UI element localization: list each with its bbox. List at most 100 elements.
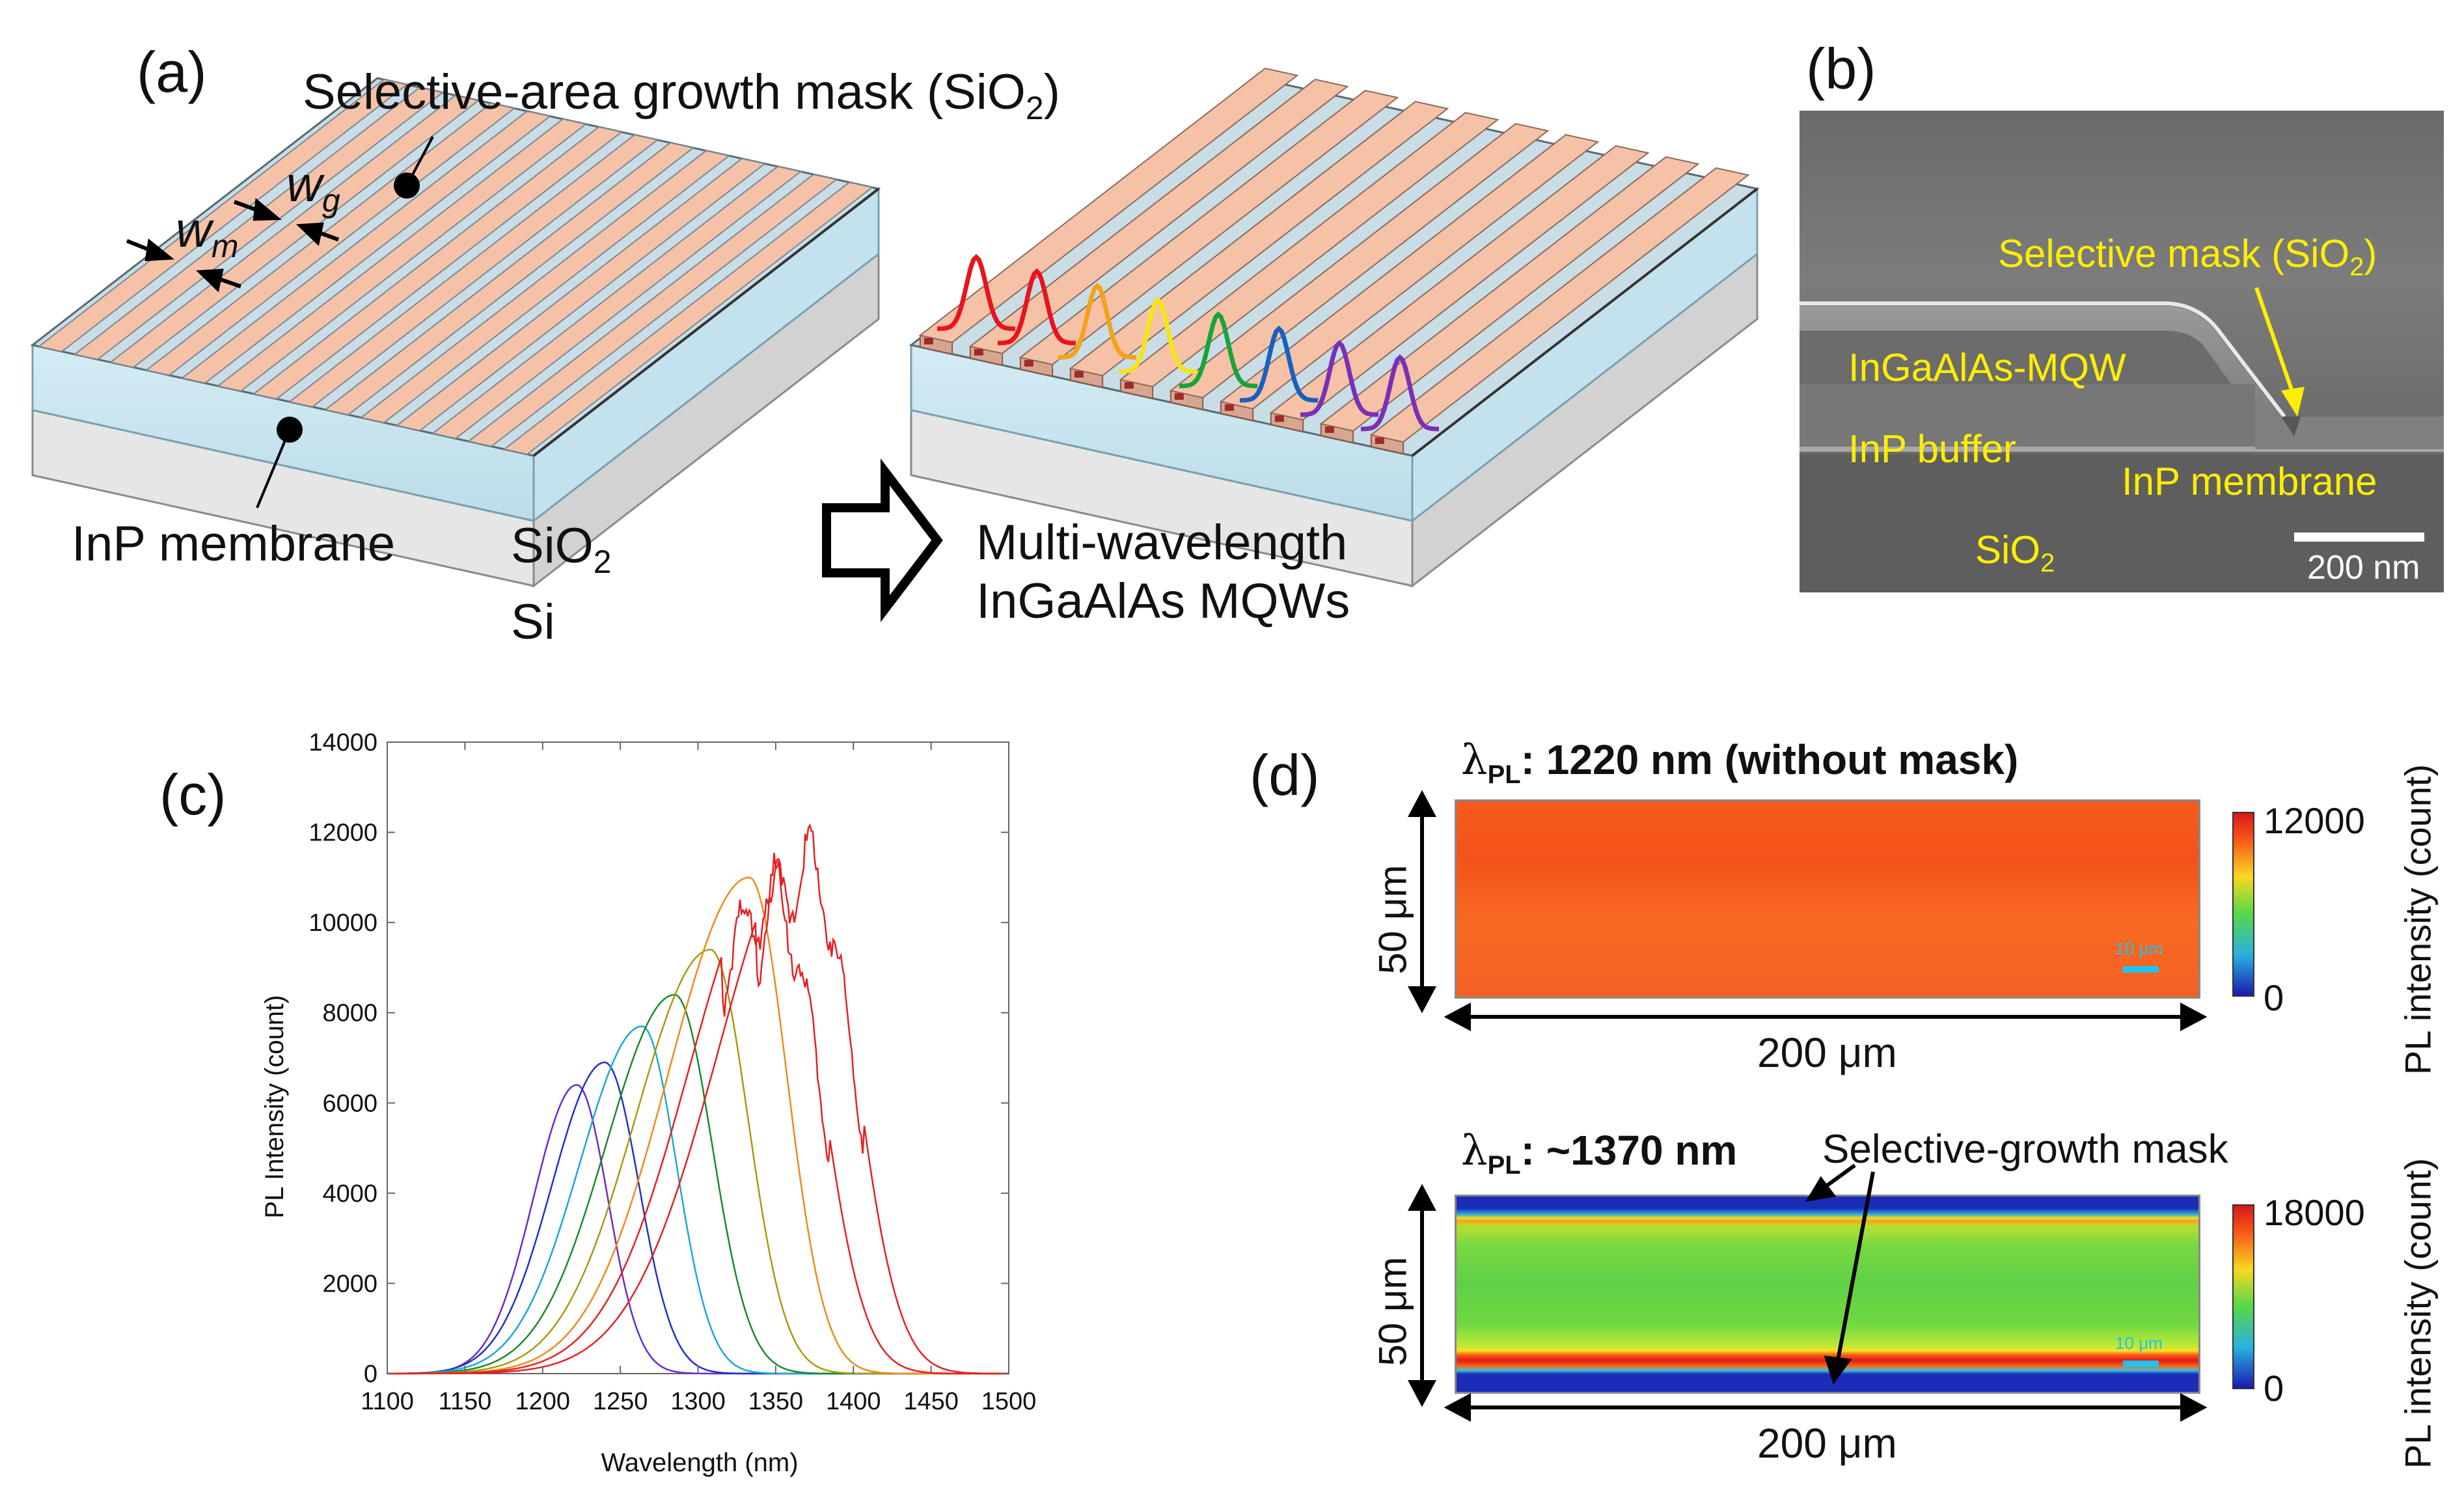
result-label-line2: InGaAlAs MQWs [976,574,1350,629]
mini-spectrum-7 [1360,354,1440,432]
y-tick-label: 2000 [322,1270,377,1297]
bottom-colorbar-title: PL intensity (count) [2397,1157,2439,1469]
x-tick-label: 1350 [748,1388,804,1415]
wg-label: wg [286,157,340,219]
top-height-label: 50 μm [1371,865,1415,975]
x-axis-label: Wavelength (nm) [601,1448,798,1477]
panel-b-letter: (b) [1806,36,1876,101]
bottom-map-inner-scale: 10 μm [2115,1333,2163,1353]
result-label-line1: Multi-wavelength [976,515,1348,570]
ridge-top [1169,122,1550,399]
mini-spectrum-4 [1179,311,1258,389]
panel-d-letter: (d) [1250,743,1320,807]
selective-growth-mask-label: Selective-growth mask [1822,1127,2228,1172]
bottom-colorbar-min: 0 [2264,1368,2284,1409]
mini-spectrum-5 [1239,325,1319,403]
mask-stripe [37,79,409,353]
mask-stripe [109,94,480,368]
right-wafer-block [909,67,1760,588]
mask-stripe [467,173,838,447]
mini-spectrum-6 [1300,340,1379,417]
mqw-marker [974,349,983,356]
y-tick-label: 14000 [308,729,377,756]
mask-stripe [395,158,767,432]
sem-mask-label: Selective mask (SiO2) [1998,232,2377,281]
x-tick-label: 1450 [903,1388,959,1415]
bottom-colorbar [2232,1204,2254,1389]
top-pl-map [1455,799,2200,999]
mask-stripe [216,118,588,392]
panel-c-letter: (c) [159,762,226,827]
y-tick-label: 0 [364,1361,377,1388]
sio2-label: SiO2 [511,518,612,581]
top-colorbar-min: 0 [2264,977,2284,1018]
bottom-pl-map [1455,1195,2200,1394]
wg-arrows [233,198,340,246]
top-map-inner-scale: 10 μm [2115,939,2163,958]
mini-spectrum-0 [937,254,1016,331]
membrane-callout-line [256,429,291,508]
bottom-width-label: 200 μm [1757,1420,1897,1467]
process-arrow-icon [822,458,943,622]
wm-label: wm [176,202,239,265]
ridge-top [968,78,1349,355]
y-axis-label: PL Intensity (count) [260,995,289,1218]
top-width-label: 200 μm [1757,1029,1897,1076]
series-line-cyan [387,1025,1009,1375]
mask-stripe [431,165,802,439]
wm-arrows [126,238,241,292]
panel-a-diagram [30,67,1760,622]
ridge-top [1219,133,1600,410]
mqw-marker [1274,415,1284,422]
mask-stripe [252,126,623,400]
y-tick-label: 8000 [322,1000,377,1027]
x-tick-label: 1500 [981,1388,1037,1415]
mask-stripe [502,181,874,455]
mask-stripe [180,110,552,384]
series-line-red1 [387,852,1009,1375]
x-tick-label: 1300 [670,1388,726,1415]
ridge-top [1319,156,1700,432]
mask-stripe [323,142,695,416]
panel-d-annotations [1408,790,2208,1422]
si-label: Si [511,594,555,650]
mini-spectrum-3 [1118,297,1198,374]
top-colorbar-max: 12000 [2264,800,2365,841]
series-line-olive [387,948,1009,1375]
left-wafer-block [30,77,881,588]
y-tick-label: 10000 [308,909,377,937]
mini-spectrum-2 [1058,283,1137,360]
bottom-map-scalebar [2123,1361,2159,1367]
mqw-marker [1324,426,1334,434]
mqw-marker [1224,404,1234,411]
sem-membrane-label: InP membrane [2122,460,2377,503]
x-tick-label: 1200 [515,1388,570,1415]
mqw-marker [1174,393,1184,400]
top-map-title: λPL: 1220 nm (without mask) [1461,736,2019,789]
mask-stripe [359,150,731,424]
mqw-marker [1124,382,1134,389]
sem-scale-label: 200 nm [2307,549,2420,587]
mask-label: Selective-area growth mask (SiO2) [303,64,1060,127]
series-line-green [387,993,1009,1375]
x-tick-label: 1150 [439,1388,492,1415]
mask-stripe [144,102,516,376]
series-line-blue [387,1061,1009,1375]
mask-stripe [288,134,659,408]
bottom-colorbar-max: 18000 [2264,1192,2365,1233]
series-line-violet [387,1084,1009,1375]
y-tick-label: 12000 [308,820,377,847]
mqw-marker [1074,371,1084,378]
pl-spectra-chart: 1100 1150 1200 1250 1300 1350 1400 1450 1500 0 200… [260,729,1037,1477]
bottom-height-label: 50 μm [1371,1256,1415,1366]
mask-stripe [73,87,445,361]
x-tick-label: 1400 [826,1388,881,1415]
ridge-top [1019,89,1399,366]
series-line-red2 [387,823,1009,1375]
sem-sio2-label: SiO2 [1975,528,2055,577]
ridge-top [1069,100,1449,377]
mini-spectrum-1 [997,268,1076,346]
x-tick-label: 1100 [361,1388,414,1415]
ridge-top [1269,145,1650,421]
y-tick-label: 4000 [322,1180,377,1208]
